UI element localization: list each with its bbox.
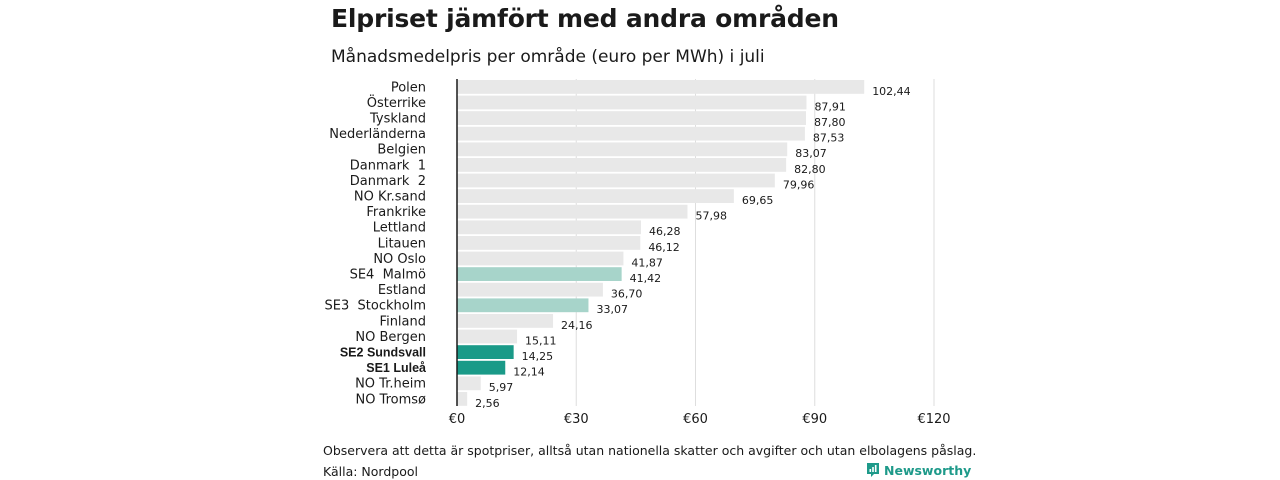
value-label: 46,12 [648, 241, 680, 254]
x-axis-ticks: €0 €30 €60 €90 €120 [449, 412, 951, 427]
value-label: 79,96 [783, 178, 815, 191]
value-label: 69,65 [742, 194, 774, 207]
x-tick-label: €30 [564, 412, 589, 427]
bar [457, 126, 805, 141]
category-label: Belgien [377, 143, 426, 158]
category-label: NO Tromsø [355, 392, 426, 407]
value-label: 12,14 [513, 366, 545, 379]
category-label: NO Oslo [373, 252, 426, 267]
bar [457, 158, 787, 172]
value-label: 87,80 [814, 116, 846, 129]
category-label: Danmark 2 [350, 174, 426, 189]
bar [457, 392, 468, 406]
category-label: Polen [391, 80, 426, 95]
bar [457, 298, 589, 313]
value-label: 2,56 [475, 397, 500, 410]
value-label: 36,70 [611, 288, 643, 301]
category-label: NO Tr.heim [355, 377, 426, 392]
bar [457, 267, 622, 281]
value-label: 46,28 [649, 225, 681, 238]
value-label: 41,87 [631, 256, 663, 269]
value-label: 83,07 [795, 147, 827, 160]
category-label: SE4 Malmö [350, 268, 426, 283]
value-label: 102,44 [872, 85, 911, 98]
value-label: 33,07 [596, 303, 628, 316]
category-label: NO Bergen [355, 330, 426, 345]
value-label: 87,53 [813, 132, 845, 145]
bar [457, 142, 788, 157]
category-label: Estland [378, 283, 426, 298]
bar [457, 220, 641, 235]
value-label: 14,25 [522, 350, 554, 363]
bar [457, 329, 518, 344]
footnote: Observera att detta är spotpriser, allts… [323, 443, 977, 458]
value-label: 24,16 [561, 319, 593, 332]
brand-name: Newsworthy [884, 462, 972, 478]
chart-title: Elpriset jämfört med andra områden [331, 4, 839, 33]
category-label: Frankrike [366, 205, 426, 220]
brand-logo: Newsworthy [866, 462, 971, 478]
bar [457, 95, 807, 110]
category-label: Finland [380, 314, 426, 329]
bar [457, 80, 865, 94]
category-label: SE1 Luleå [366, 361, 426, 375]
category-label: Litauen [378, 236, 426, 251]
x-tick-label: €120 [917, 412, 950, 427]
category-label: Nederländerna [329, 127, 426, 142]
bar [457, 251, 624, 266]
value-label: 87,91 [814, 100, 846, 113]
chart-subtitle: Månadsmedelpris per område (euro per MWh… [331, 47, 765, 67]
category-label: SE2 Sundsvall [340, 346, 426, 360]
bar [457, 173, 775, 188]
category-label: Lettland [373, 221, 426, 236]
newsworthy-logo-icon [867, 463, 879, 477]
bar [457, 189, 734, 203]
value-labels: 102,44 87,91 87,80 87,53 83,07 82,80 79,96 69,6… [475, 85, 911, 410]
bars [457, 80, 865, 406]
category-label: Danmark 1 [350, 158, 426, 173]
value-label: 41,42 [630, 272, 662, 285]
category-label: NO Kr.sand [354, 190, 426, 205]
bar [457, 204, 688, 219]
value-label: 82,80 [794, 163, 826, 176]
category-labels: PolenÖsterrikeTysklandNederländernaBelgi… [325, 80, 426, 407]
value-label: 15,11 [525, 334, 557, 347]
x-tick-label: €0 [449, 412, 466, 427]
value-label: 57,98 [695, 210, 727, 223]
category-label: Tyskland [369, 112, 426, 127]
bar-chart: PolenÖsterrikeTysklandNederländernaBelgi… [325, 79, 951, 427]
bar [457, 314, 554, 328]
bar [457, 236, 641, 250]
x-tick-label: €90 [802, 412, 827, 427]
value-label: 5,97 [489, 381, 513, 394]
bar [457, 282, 603, 297]
x-tick-label: €60 [683, 412, 708, 427]
bar [457, 111, 807, 125]
source-text: Källa: Nordpool [323, 464, 418, 479]
bar [457, 360, 506, 375]
bar [457, 376, 481, 391]
category-label: SE3 Stockholm [325, 299, 426, 314]
category-label: Österrike [367, 94, 426, 111]
bar [457, 345, 514, 359]
